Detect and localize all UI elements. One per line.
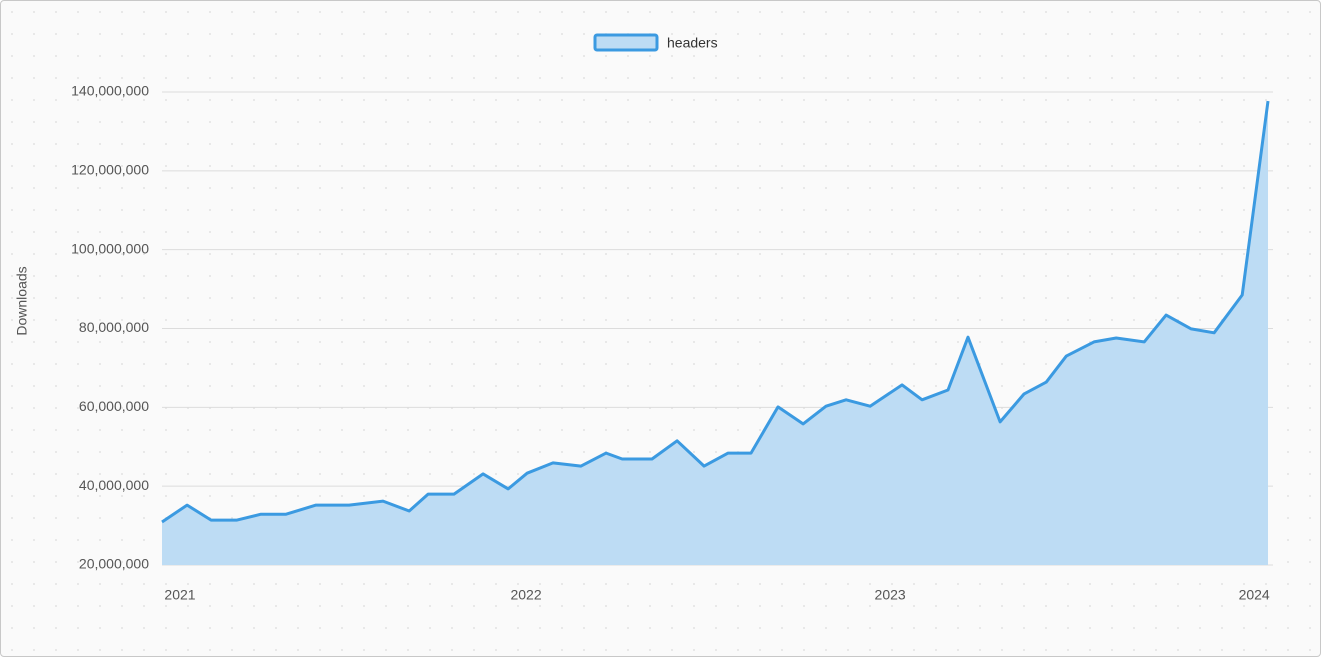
y-axis-title: Downloads — [14, 266, 30, 335]
x-tick-label: 2022 — [510, 587, 541, 603]
legend-label: headers — [667, 35, 718, 51]
y-tick-label: 20,000,000 — [79, 556, 149, 572]
y-tick-label: 140,000,000 — [71, 83, 149, 99]
area — [162, 101, 1268, 565]
x-tick-label: 2023 — [875, 587, 906, 603]
x-tick-label: 2024 — [1239, 587, 1270, 603]
y-tick-label: 60,000,000 — [79, 398, 149, 414]
x-tick-label: 2021 — [164, 587, 195, 603]
y-tick-label: 40,000,000 — [79, 477, 149, 493]
y-tick-label: 120,000,000 — [71, 162, 149, 178]
legend-swatch — [593, 33, 659, 52]
line — [161, 100, 1270, 524]
y-tick-label: 80,000,000 — [79, 319, 149, 335]
y-tick-label: 100,000,000 — [71, 240, 149, 256]
